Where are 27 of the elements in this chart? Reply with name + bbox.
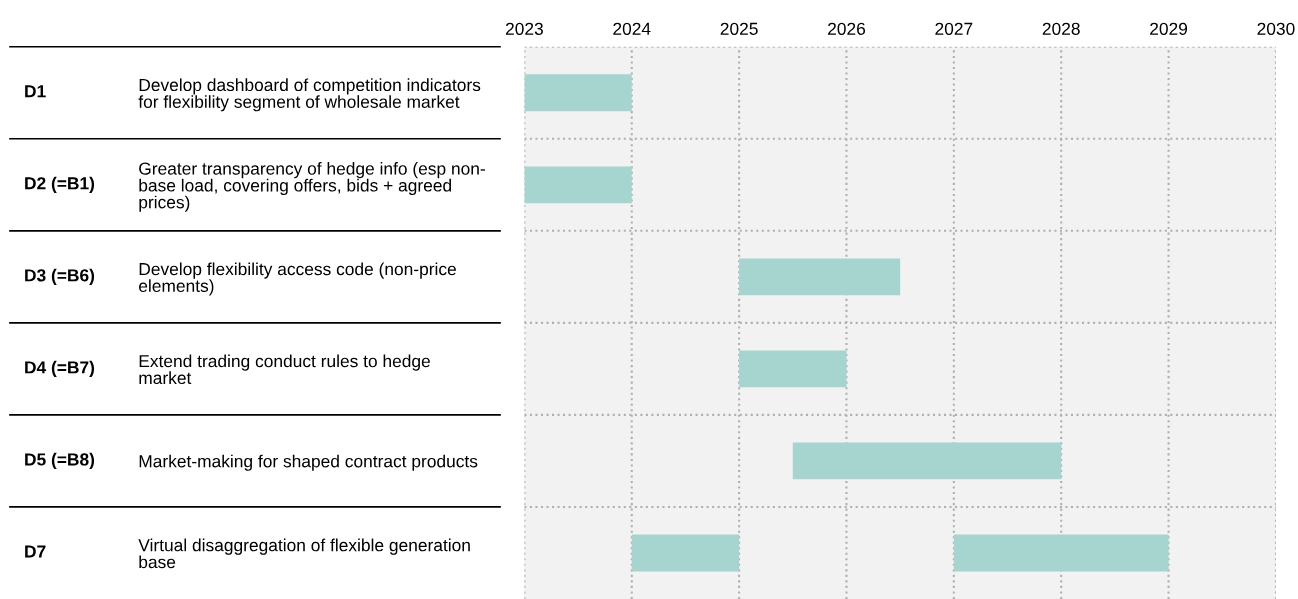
text: D7 [25,545,46,558]
x-tick-label: 2025 [720,22,758,35]
y-tick-label: Develop dashboard of competition indicators for flexibility segment of wholesale market [138,78,481,112]
y-tick-label: Virtual disaggregation of flexible generation base [138,538,470,569]
x-tick-label: 2029 [1150,22,1188,35]
bar [739,258,901,296]
bar [792,442,1062,480]
bar [739,350,847,388]
x-tick-label: 2028 [1042,22,1080,35]
x-tick-label: 2030 [1257,22,1295,35]
bar [631,534,740,572]
bar [524,166,632,204]
x-tick-label: 2027 [935,22,973,35]
text: D5 (=B8) [25,452,95,470]
bar [524,74,632,112]
y-tick-label: Greater transparency of hedge info (esp non- base load, covering offers, bids + agreed prices) [139,162,485,212]
y-tick-label: Extend trading conduct rules to hedge market [139,354,430,385]
text: D3 (=B6) [25,268,95,285]
text: D1 [25,85,46,98]
text: D2 (=B1) [25,176,95,193]
bar [953,534,1169,572]
text: D4 (=B7) [25,360,95,377]
x-tick-label: 2024 [613,22,651,35]
y-tick-label: Market-making for shaped contract products [139,454,478,471]
x-tick-label: 2026 [828,22,866,35]
x-tick-label: 2023 [505,22,543,35]
y-tick-label: Develop flexibility access code (non-price elements) [139,262,456,296]
